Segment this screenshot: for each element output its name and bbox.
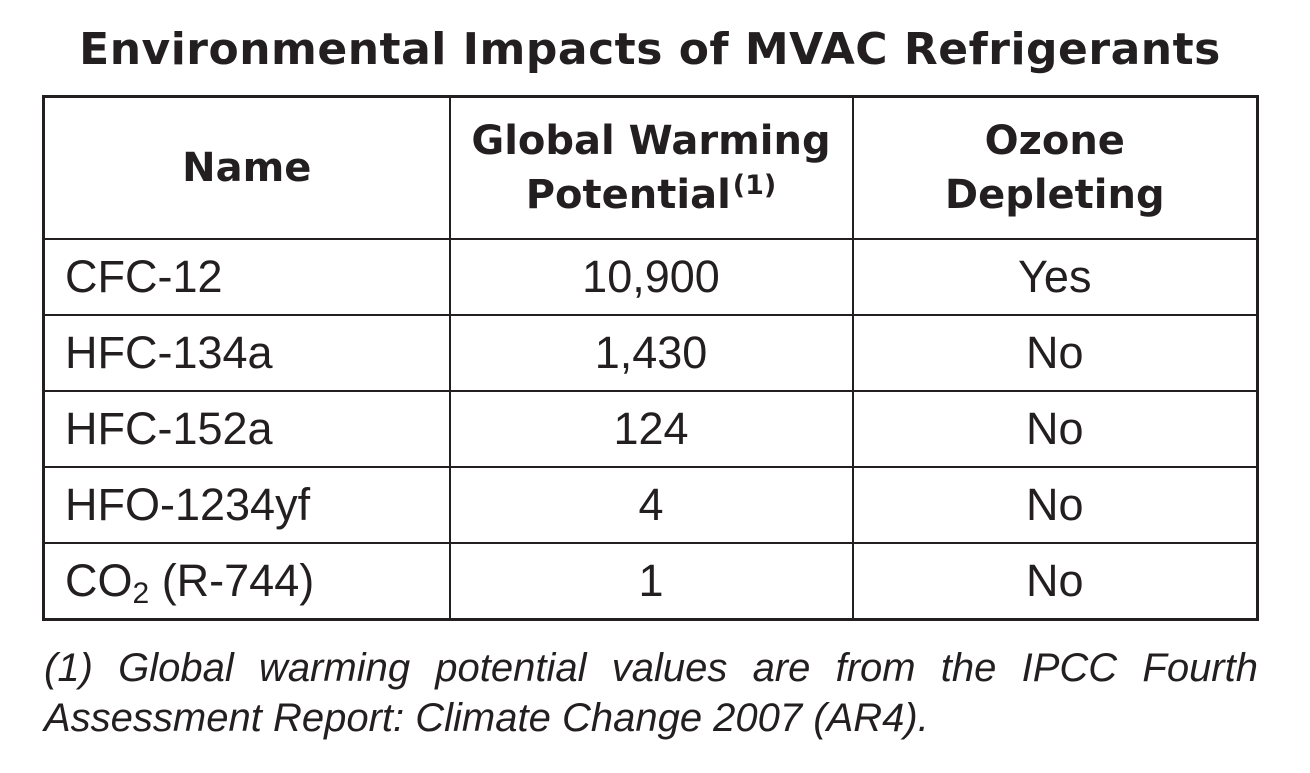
gwp-value-cell: 1,430 xyxy=(448,314,854,392)
column-header-name: Name xyxy=(42,95,451,240)
footnote: (1) Global warming potential values are … xyxy=(44,646,1258,740)
column-header-ozone-line1: Ozone xyxy=(984,118,1125,164)
page-title: Environmental Impacts of MVAC Refrigeran… xyxy=(79,24,1221,75)
table-row: CFC-12 10,900 Yes xyxy=(42,238,1259,316)
chemical-formula-subscript: 2 xyxy=(132,577,150,610)
refrigerant-name-cell: HFC-152a xyxy=(42,390,451,468)
refrigerant-name-cell: HFC-134a xyxy=(42,314,451,392)
table-row: HFC-152a 124 No xyxy=(42,390,1259,468)
footnote-reference: (1) xyxy=(732,170,777,201)
refrigerant-name-cell: HFO-1234yf xyxy=(42,466,451,544)
column-header-ozone-depleting: Ozone Depleting xyxy=(851,95,1259,240)
gwp-value-cell: 4 xyxy=(448,466,854,544)
ozone-depleting-cell: No xyxy=(851,466,1259,544)
table-row: CO2 (R-744) 1 No xyxy=(42,542,1259,621)
refrigerant-table: Name Global Warming Potential(1) Ozone D… xyxy=(42,95,1259,621)
column-header-gwp-line1: Global Warming xyxy=(471,118,831,164)
table-header-row: Name Global Warming Potential(1) Ozone D… xyxy=(42,95,1259,240)
gwp-value-cell: 1 xyxy=(448,542,854,621)
ozone-depleting-cell: No xyxy=(851,314,1259,392)
refrigerant-name-cell: CO2 (R-744) xyxy=(42,542,451,621)
table-row: HFO-1234yf 4 No xyxy=(42,466,1259,544)
gwp-value-cell: 124 xyxy=(448,390,854,468)
column-header-global-warming-potential: Global Warming Potential(1) xyxy=(448,95,854,240)
chemical-formula-prefix: CO xyxy=(65,555,133,606)
refrigerant-name-cell: CFC-12 xyxy=(42,238,451,316)
chemical-formula-suffix: (R-744) xyxy=(149,555,315,606)
gwp-value-cell: 10,900 xyxy=(448,238,854,316)
column-header-ozone-line2: Depleting xyxy=(944,172,1165,218)
ozone-depleting-cell: No xyxy=(851,390,1259,468)
ozone-depleting-cell: Yes xyxy=(851,238,1259,316)
table-row: HFC-134a 1,430 No xyxy=(42,314,1259,392)
column-header-gwp-line2: Potential xyxy=(525,172,731,218)
ozone-depleting-cell: No xyxy=(851,542,1259,621)
column-header-name-label: Name xyxy=(182,145,312,191)
